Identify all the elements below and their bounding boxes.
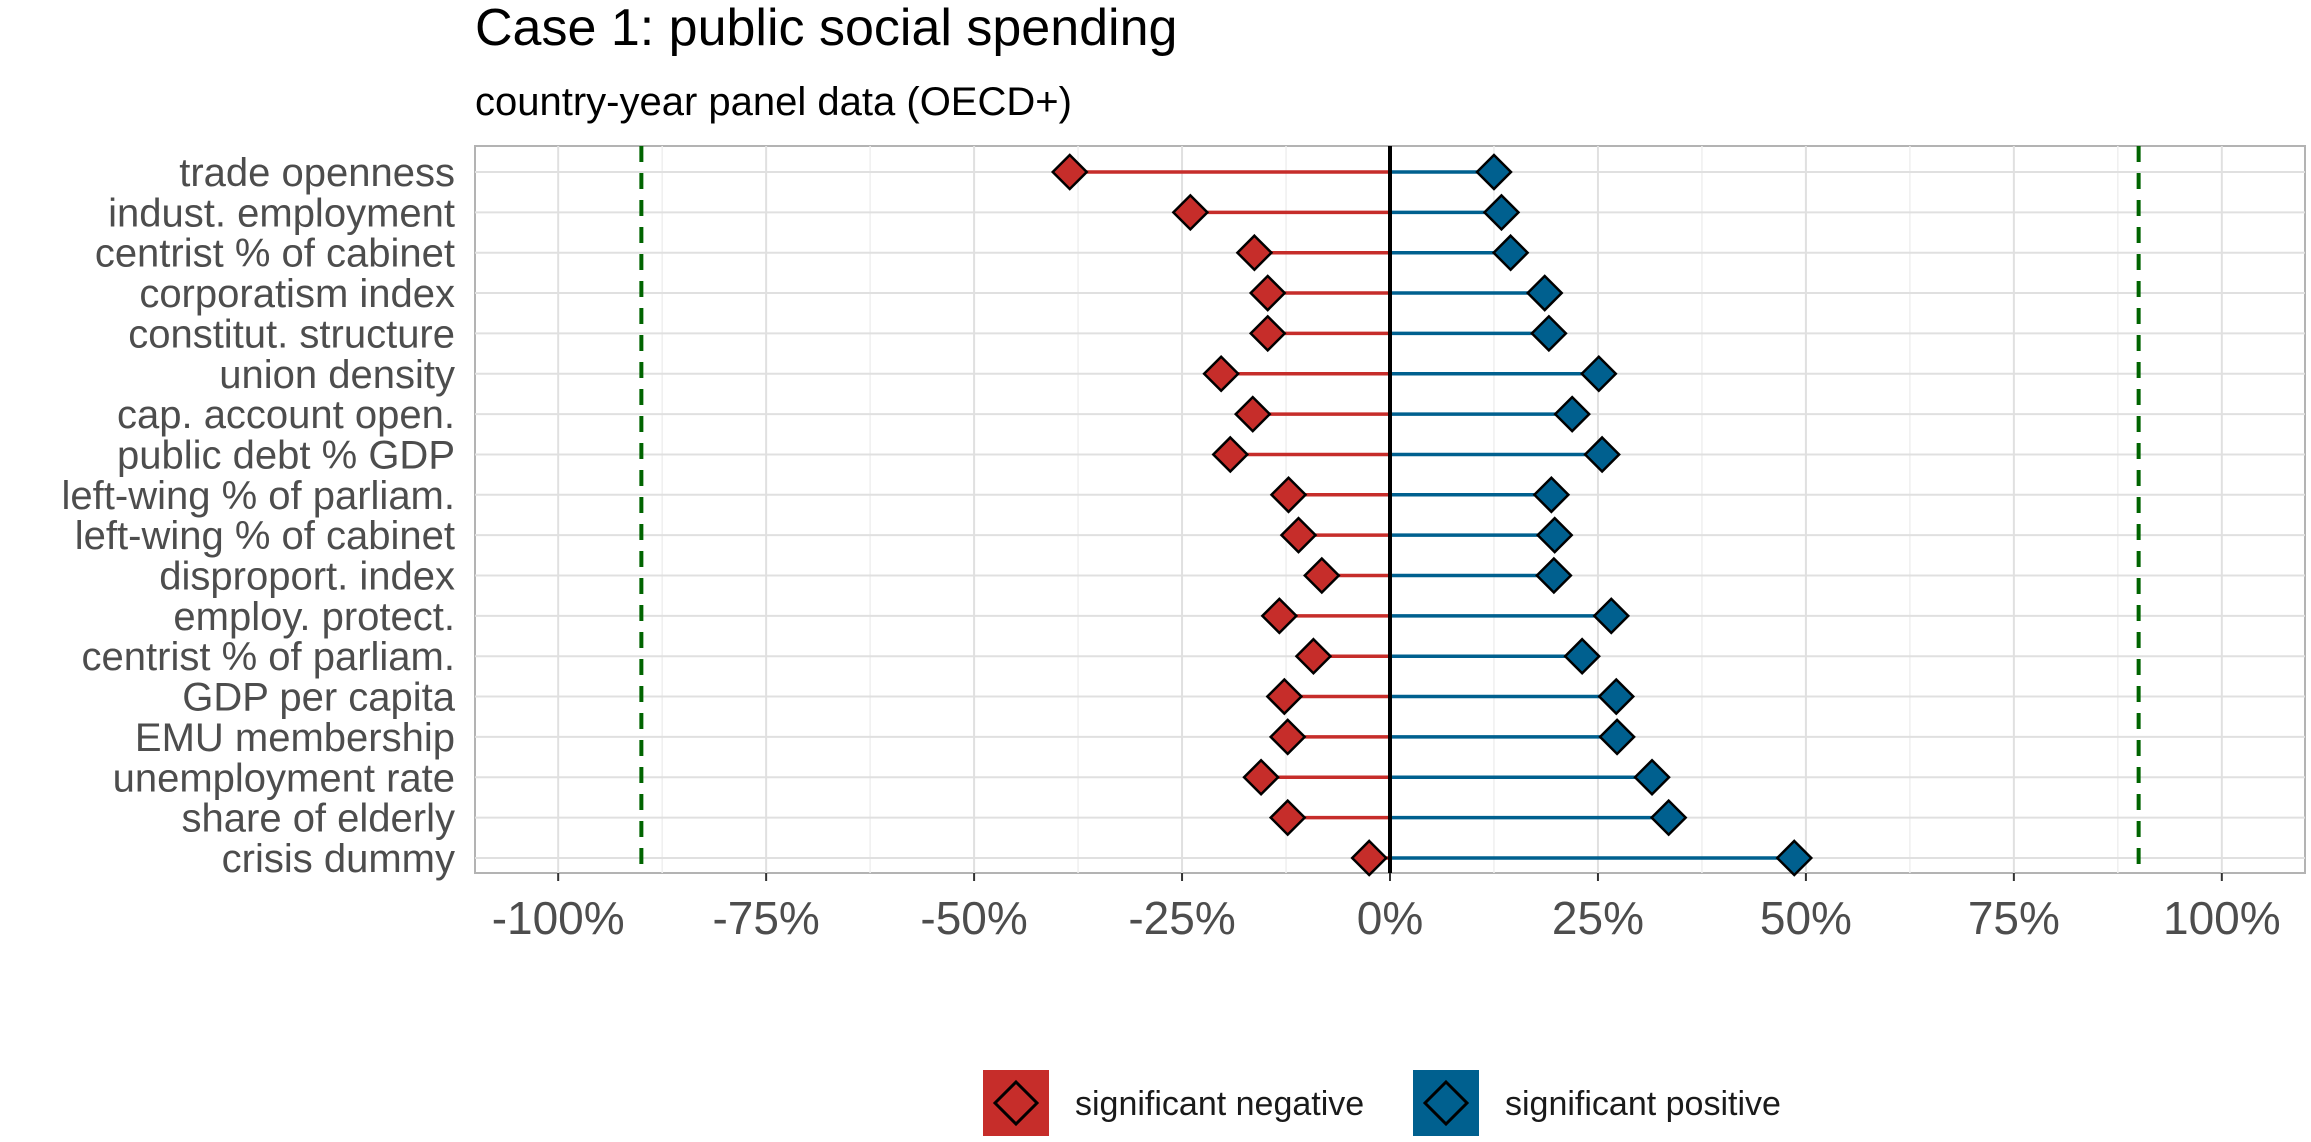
- x-tick-label: -75%: [712, 892, 819, 944]
- x-tick-label: 25%: [1552, 892, 1644, 944]
- x-tick-label: -100%: [492, 892, 625, 944]
- point-positive: [1583, 435, 1621, 474]
- point-positive: [1598, 718, 1636, 756]
- point-positive: [1563, 637, 1601, 675]
- segments: [1069, 170, 1795, 860]
- y-tick-label: left-wing % of cabinet: [75, 514, 455, 558]
- y-tick-label: centrist % of parliam.: [82, 635, 455, 679]
- legend-label-negative: significant negative: [1075, 1085, 1364, 1123]
- x-tick-label: -25%: [1128, 892, 1235, 944]
- point-positive: [1775, 839, 1814, 877]
- x-tick-label: 50%: [1760, 892, 1852, 944]
- point-positive: [1580, 354, 1618, 393]
- y-tick-label: cap. account open.: [117, 393, 455, 437]
- point-positive: [1633, 758, 1671, 797]
- y-tick-label: centrist % of cabinet: [95, 232, 455, 276]
- chart-title: Case 1: public social spending: [475, 0, 1177, 57]
- y-tick-label: indust. employment: [108, 191, 455, 235]
- reference-lines: [639, 146, 2141, 873]
- point-negative: [1242, 758, 1280, 797]
- x-tick-label: 100%: [2163, 892, 2281, 944]
- point-negative: [1265, 677, 1304, 716]
- x-axis-ticks: -100% -75% -50% -25% 0% 25% 50% 75% 100%: [492, 873, 2281, 944]
- point-positive: [1553, 395, 1591, 433]
- point-negative: [1248, 314, 1287, 353]
- y-tick-label: share of elderly: [182, 797, 455, 841]
- y-tick-label: union density: [219, 353, 455, 397]
- x-tick-label: 0%: [1357, 892, 1423, 944]
- y-tick-label: trade openness: [179, 151, 455, 195]
- point-negative: [1202, 354, 1240, 393]
- y-tick-label: constitut. structure: [128, 312, 455, 356]
- point-negative: [1268, 798, 1307, 837]
- point-negative: [1260, 597, 1299, 635]
- legend-label-positive: significant positive: [1505, 1085, 1781, 1123]
- points: [1050, 153, 1814, 877]
- point-negative: [1235, 233, 1274, 272]
- y-tick-label: unemployment rate: [113, 756, 455, 800]
- point-negative: [1171, 193, 1210, 232]
- point-positive: [1530, 314, 1568, 353]
- y-tick-label: public debt % GDP: [117, 433, 455, 477]
- point-positive: [1592, 597, 1631, 635]
- point-negative: [1233, 395, 1272, 433]
- point-positive: [1535, 556, 1573, 595]
- legend: significant negative significant positiv…: [983, 1070, 1781, 1136]
- y-tick-label: corporatism index: [139, 272, 455, 316]
- point-positive: [1491, 233, 1530, 272]
- legend-diamond-positive-icon: [1422, 1079, 1470, 1127]
- point-negative: [1269, 476, 1308, 514]
- chart-subtitle: country-year panel data (OECD+): [475, 80, 1072, 124]
- point-positive: [1482, 193, 1521, 232]
- x-tick-label: -50%: [920, 892, 1027, 944]
- legend-diamond-negative-icon: [992, 1079, 1040, 1127]
- point-negative: [1050, 153, 1089, 191]
- point-positive: [1475, 153, 1513, 191]
- y-tick-label: GDP per capita: [182, 676, 455, 720]
- point-positive: [1535, 516, 1574, 554]
- legend-item-negative: significant negative: [983, 1070, 1364, 1136]
- point-positive: [1649, 798, 1688, 837]
- y-tick-label: disproport. index: [159, 555, 455, 599]
- point-negative: [1248, 274, 1287, 312]
- y-tick-label: left-wing % of parliam.: [62, 474, 455, 518]
- y-tick-label: EMU membership: [135, 716, 455, 760]
- point-negative: [1350, 839, 1388, 877]
- point-negative: [1268, 718, 1307, 756]
- x-tick-label: 75%: [1968, 892, 2060, 944]
- point-negative: [1294, 637, 1333, 675]
- point-negative: [1303, 556, 1341, 595]
- y-tick-label: crisis dummy: [222, 837, 455, 881]
- point-positive: [1597, 677, 1636, 716]
- point-negative: [1279, 516, 1318, 554]
- point-negative: [1211, 435, 1250, 474]
- point-positive: [1532, 476, 1571, 514]
- point-positive: [1525, 274, 1564, 312]
- y-tick-label: employ. protect.: [173, 595, 455, 639]
- legend-item-positive: significant positive: [1413, 1070, 1781, 1136]
